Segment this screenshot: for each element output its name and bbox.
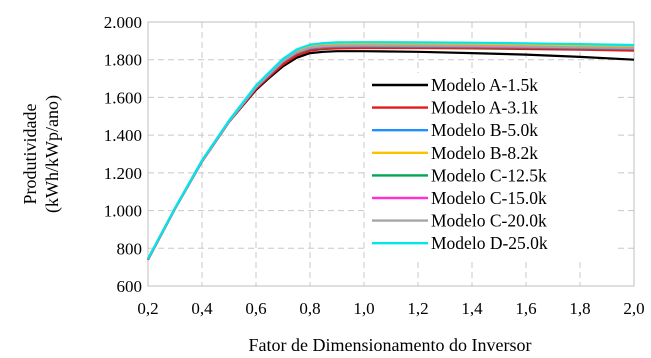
x-tick-label: 0,2	[137, 299, 158, 318]
legend-label: Modelo C-12.5k	[431, 165, 547, 185]
legend-box	[368, 73, 616, 258]
x-tick-label: 0,6	[245, 299, 266, 318]
x-tick-label: 1,6	[515, 299, 536, 318]
plot-area	[147, 21, 635, 287]
x-tick-label: 1,2	[407, 299, 428, 318]
series-lines	[147, 41, 635, 261]
x-tick-label: 1,8	[569, 299, 590, 318]
x-tick-label: 1,4	[461, 299, 483, 318]
y-tick-label: 1.800	[104, 51, 142, 70]
y-tick-label: 1.000	[104, 202, 142, 221]
legend-label: Modelo B-8.2k	[431, 143, 538, 163]
x-tick-label: 2,0	[623, 299, 644, 318]
legend-label: Modelo D-25.0k	[431, 233, 548, 253]
legend-label: Modelo A-1.5k	[431, 75, 538, 95]
y-tick-labels: 600 800 1.000 1.200 1.400 1.600 1.800 2.000	[104, 13, 142, 296]
y-axis-label: Produtividade (kWh/kWp/ano)	[20, 95, 63, 213]
y-axis-label-line1: Produtividade	[20, 104, 40, 205]
x-axis-label: Fator de Dimensionamento do Inversor	[249, 335, 532, 355]
legend-label: Modelo C-15.0k	[431, 188, 547, 208]
x-tick-label: 1,0	[353, 299, 374, 318]
legend-label: Modelo B-5.0k	[431, 120, 538, 140]
y-tick-label: 1.400	[104, 126, 142, 145]
y-tick-label: 1.200	[104, 164, 142, 183]
x-tick-labels: 0,2 0,4 0,6 0,8 1,0 1,2 1,4 1,6 1,8 2,0	[137, 299, 644, 318]
y-tick-label: 600	[117, 277, 143, 296]
y-tick-label: 2.000	[104, 13, 142, 32]
series-line	[147, 41, 635, 260]
y-tick-label: 1.600	[104, 88, 142, 107]
x-tick-label: 0,4	[191, 299, 213, 318]
legend-label: Modelo A-3.1k	[431, 98, 538, 118]
x-tick-label: 0,8	[299, 299, 320, 318]
y-axis-label-line2: (kWh/kWp/ano)	[42, 95, 63, 213]
y-tick-label: 800	[117, 239, 143, 258]
legend-label: Modelo C-20.0k	[431, 211, 547, 231]
